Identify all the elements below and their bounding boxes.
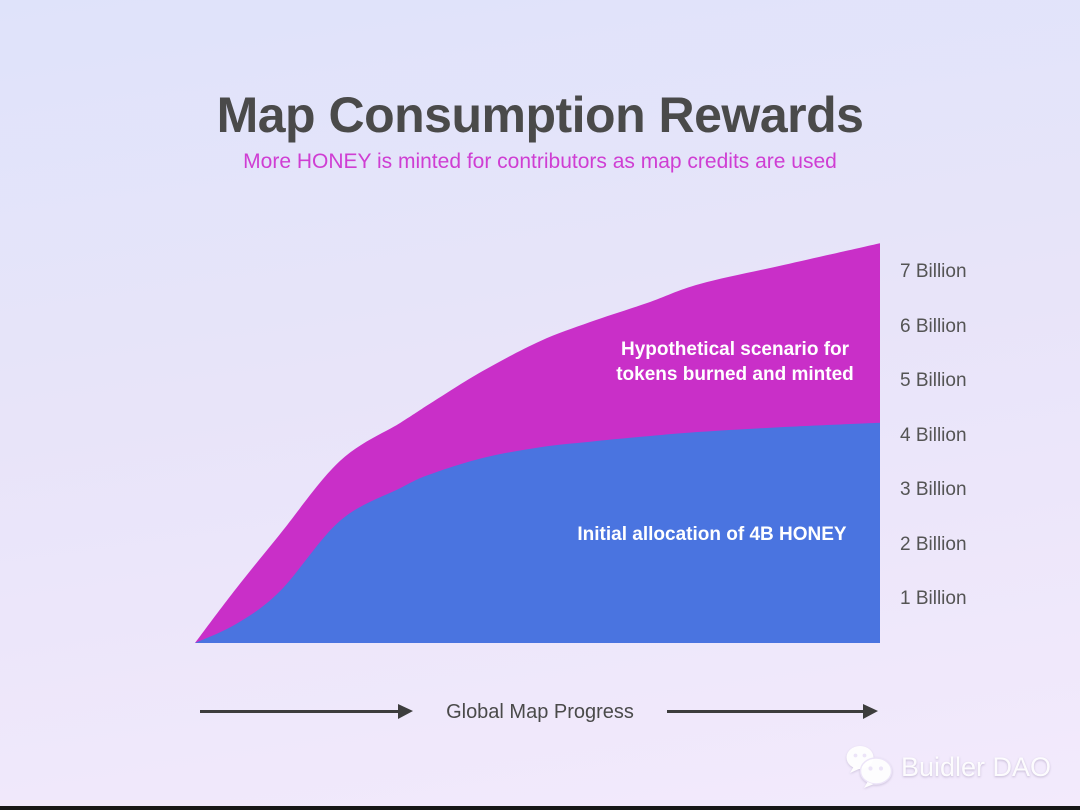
y-tick-label: 3 Billion (900, 479, 967, 500)
y-tick-label: 6 Billion (900, 315, 967, 337)
y-tick-label: 2 Billion (900, 533, 967, 555)
right-arrow-icon (667, 704, 878, 719)
area-chart-svg (195, 243, 880, 643)
watermark: Buidler DAO (845, 742, 1051, 792)
blue-area-label: Initial allocation of 4B HONEY (577, 524, 847, 545)
watermark-label: Buidler DAO (901, 751, 1052, 782)
stacked-area-chart (190, 235, 880, 643)
blue-initial-area (195, 422, 880, 643)
page-title: Map Consumption Rewards (216, 87, 864, 143)
magenta-area-label: Hypothetical scenario for tokens burned … (616, 339, 854, 385)
y-tick-label: 4 Billion (900, 424, 967, 446)
right-arrow-icon (200, 704, 413, 719)
x-axis-label: Global Map Progress (446, 701, 634, 723)
page-subtitle: More HONEY is minted for contributors as… (243, 150, 837, 173)
y-tick-label: 7 Billion (900, 261, 967, 282)
wechat-icon (846, 746, 893, 788)
y-tick-label: 5 Billion (900, 370, 967, 391)
y-tick-label: 1 Billion (900, 588, 967, 609)
bottom-edge-bar (0, 806, 1080, 810)
